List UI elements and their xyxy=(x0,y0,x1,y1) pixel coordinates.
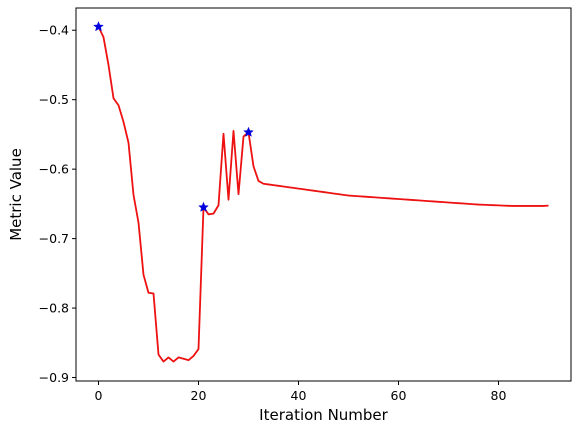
x-tick-label: 60 xyxy=(391,388,407,403)
plot-area xyxy=(93,21,549,363)
star-marker-2 xyxy=(243,126,254,137)
x-axis-label: Iteration Number xyxy=(259,406,388,424)
x-tick-label: 20 xyxy=(191,388,207,403)
y-axis-ticks: −0.9 −0.8 −0.7 −0.6 −0.5 −0.4 xyxy=(39,23,76,385)
y-tick-label: −0.9 xyxy=(39,370,69,385)
x-tick-label: 0 xyxy=(95,388,103,403)
y-tick-label: −0.5 xyxy=(39,92,69,107)
y-tick-label: −0.4 xyxy=(39,23,69,38)
series-line-0 xyxy=(97,26,549,363)
y-tick-label: −0.7 xyxy=(39,231,69,246)
x-tick-label: 80 xyxy=(491,388,507,403)
y-axis-label: Metric Value xyxy=(7,148,25,241)
x-tick-label: 40 xyxy=(291,388,307,403)
plot-frame xyxy=(75,7,572,382)
star-marker-0 xyxy=(93,21,104,32)
star-marker-1 xyxy=(198,201,209,212)
x-axis-ticks: 0 20 40 60 80 xyxy=(95,381,507,403)
y-tick-label: −0.6 xyxy=(39,162,69,177)
y-tick-label: −0.8 xyxy=(39,301,69,316)
